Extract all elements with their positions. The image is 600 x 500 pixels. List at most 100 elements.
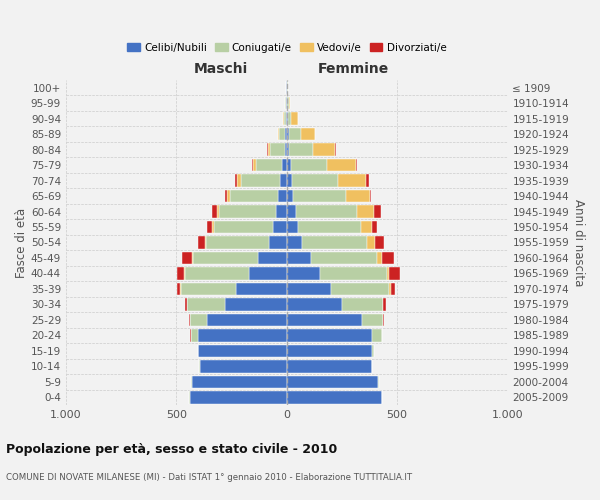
Bar [338,174,366,187]
Text: COMUNE DI NOVATE MILANESE (MI) - Dati ISTAT 1° gennaio 2010 - Elaborazione TUTTI: COMUNE DI NOVATE MILANESE (MI) - Dati IS… [6,472,412,482]
Bar [199,344,287,358]
Bar [269,236,287,249]
Bar [235,174,238,187]
Bar [374,205,380,218]
Bar [220,205,276,218]
Text: Femmine: Femmine [317,62,389,76]
Bar [370,190,371,202]
Bar [320,267,387,280]
Bar [342,298,383,311]
Bar [287,314,362,326]
Bar [291,158,327,172]
Bar [367,236,375,249]
Bar [287,174,292,187]
Bar [289,143,313,156]
Bar [276,205,287,218]
Bar [372,220,377,234]
Bar [212,220,214,234]
Bar [285,128,287,140]
Bar [292,174,338,187]
Bar [189,314,190,326]
Bar [192,252,193,264]
Bar [217,205,220,218]
Bar [358,205,374,218]
Bar [280,128,285,140]
Bar [289,128,301,140]
Bar [192,376,287,388]
Bar [182,252,192,264]
Bar [391,282,395,296]
Text: Popolazione per età, sesso e stato civile - 2010: Popolazione per età, sesso e stato civil… [6,442,337,456]
Bar [278,190,287,202]
Bar [298,220,361,234]
Y-axis label: Fasce di età: Fasce di età [15,208,28,278]
Bar [238,174,241,187]
Bar [287,81,288,94]
Bar [177,267,184,280]
Bar [287,360,372,373]
Bar [389,282,391,296]
Bar [184,267,185,280]
Bar [302,236,367,249]
Bar [387,267,389,280]
Bar [372,344,374,358]
Bar [205,236,206,249]
Bar [286,112,287,125]
Bar [296,205,358,218]
Bar [258,252,287,264]
Bar [236,282,287,296]
Bar [227,190,230,202]
Bar [356,158,357,172]
Bar [287,298,342,311]
Bar [311,252,377,264]
Bar [346,190,370,202]
Bar [331,282,389,296]
Bar [287,220,298,234]
Bar [287,267,320,280]
Bar [301,128,315,140]
Bar [190,391,287,404]
Bar [287,329,372,342]
Bar [280,174,287,187]
Bar [230,190,278,202]
Bar [249,267,287,280]
Bar [291,112,298,125]
Text: Maschi: Maschi [193,62,248,76]
Bar [289,96,290,110]
Bar [241,174,280,187]
Bar [177,282,180,296]
Bar [372,329,382,342]
Bar [287,205,296,218]
Bar [206,220,212,234]
Bar [206,236,269,249]
Bar [199,329,287,342]
Bar [270,143,284,156]
Bar [335,143,336,156]
Bar [278,128,280,140]
Bar [185,267,249,280]
Bar [225,298,287,311]
Bar [287,376,379,388]
Bar [361,220,372,234]
Bar [200,360,287,373]
Bar [287,158,291,172]
Bar [181,282,236,296]
Bar [252,158,253,172]
Bar [362,314,383,326]
Bar [375,236,384,249]
Bar [287,96,289,110]
Bar [226,190,227,202]
Bar [287,252,311,264]
Bar [287,344,372,358]
Bar [283,158,287,172]
Bar [287,236,302,249]
Bar [256,158,283,172]
Bar [284,143,287,156]
Bar [268,143,270,156]
Bar [190,314,207,326]
Bar [287,190,293,202]
Bar [293,190,346,202]
Bar [191,329,199,342]
Bar [287,391,382,404]
Bar [389,267,400,280]
